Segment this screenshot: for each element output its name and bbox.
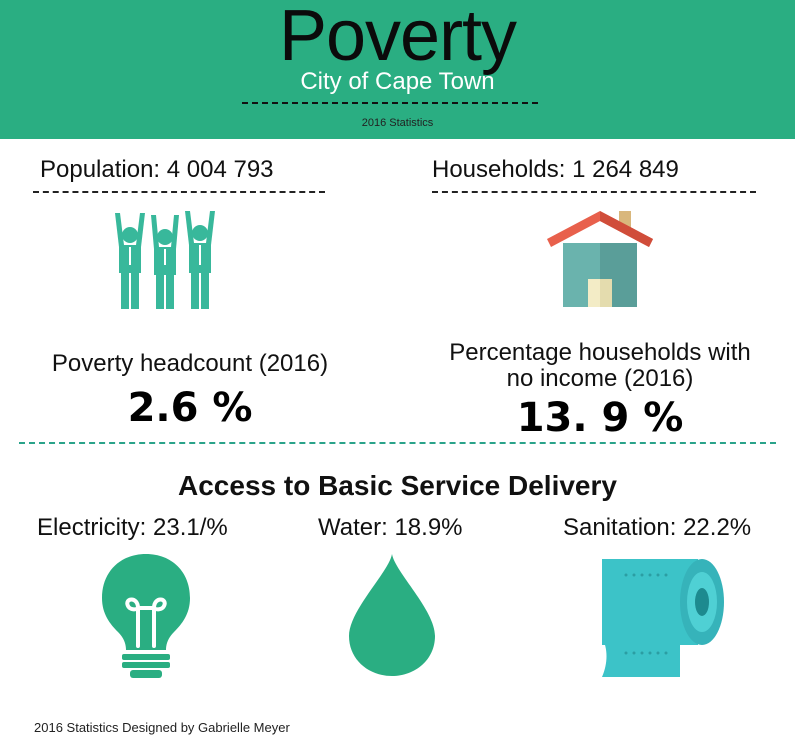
- water-label: Water: 18.9%: [318, 514, 463, 541]
- header-banner: [0, 0, 795, 139]
- electricity-label: Electricity: 23.1/%: [37, 514, 228, 541]
- toilet-paper-icon: [602, 559, 724, 677]
- population-divider: [33, 191, 325, 193]
- header-divider: [242, 102, 538, 104]
- page-subtitle: City of Cape Town: [300, 68, 495, 95]
- section-divider: [19, 442, 776, 444]
- households-label: Households: 1 264 849: [432, 156, 679, 183]
- households-divider: [432, 191, 756, 193]
- year-label: 2016 Statistics: [361, 117, 434, 129]
- page-title: Poverty: [278, 0, 517, 76]
- house-icon: [547, 211, 653, 307]
- water-drop-icon: [349, 554, 435, 676]
- people-celebrating-icon: [115, 211, 215, 309]
- no-income-label-line1: Percentage households with: [449, 339, 751, 366]
- population-label: Population: 4 004 793: [40, 156, 274, 183]
- footer-credit: 2016 Statistics Designed by Gabrielle Me…: [34, 720, 290, 735]
- lightbulb-icon: [102, 554, 190, 678]
- poverty-headcount-label: Poverty headcount (2016): [51, 350, 329, 377]
- section-title: Access to Basic Service Delivery: [178, 470, 617, 501]
- poverty-headcount-value: 2.6 %: [127, 385, 253, 431]
- sanitation-label: Sanitation: 22.2%: [563, 514, 752, 541]
- no-income-value: 13. 9 %: [516, 395, 684, 441]
- no-income-label-line2: no income (2016): [506, 365, 694, 392]
